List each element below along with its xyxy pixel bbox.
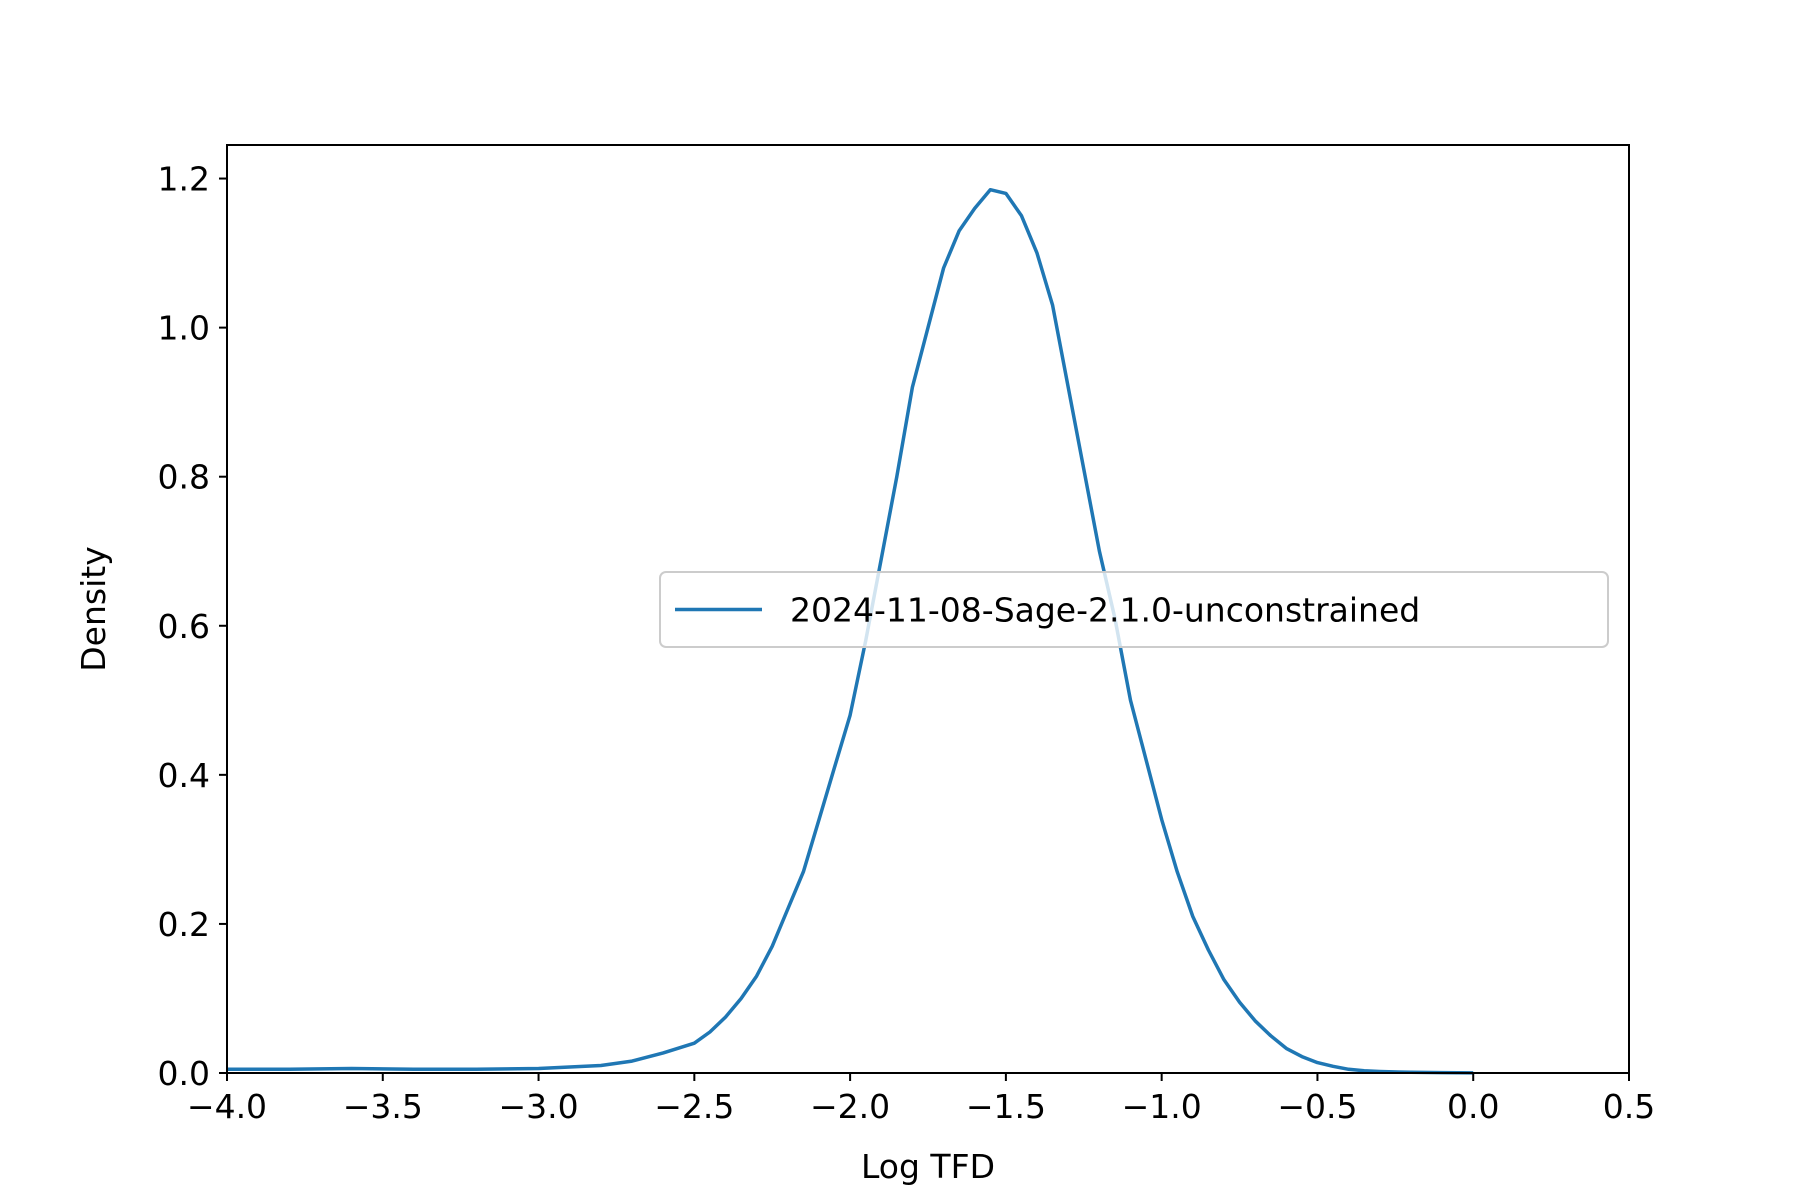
x-axis-ticks: −4.0 −3.5 −3.0 −2.5 −2.0 −1.5 −1.0 −0.5 0.0 0.5	[187, 1073, 1655, 1126]
y-tick-label: 0.4	[158, 756, 210, 795]
x-tick-label: −0.5	[1277, 1087, 1357, 1126]
x-tick-label: −2.0	[810, 1087, 890, 1126]
x-tick-label: −1.0	[1122, 1087, 1202, 1126]
legend-box	[659, 571, 1609, 648]
series-line-0	[227, 187, 1474, 1075]
x-tick-label: −1.5	[966, 1087, 1046, 1126]
y-tick-label: 1.2	[158, 160, 210, 199]
x-tick-label: −3.5	[343, 1087, 423, 1126]
y-tick-label: 0.0	[158, 1054, 210, 1093]
y-tick-label: 0.2	[158, 905, 210, 944]
x-tick-label: −4.0	[187, 1087, 267, 1126]
y-tick-label: 0.6	[158, 607, 210, 646]
legend: 2024-11-08-Sage-2.1.0-unconstrained	[659, 571, 1609, 648]
x-axis-title: Log TFD	[861, 1147, 995, 1186]
y-tick-label: 1.0	[158, 309, 210, 348]
x-tick-label: 0.5	[1603, 1087, 1655, 1126]
legend-label: 2024-11-08-Sage-2.1.0-unconstrained	[790, 591, 1420, 630]
axes-frame	[226, 144, 1630, 1074]
x-tick-label: 0.0	[1447, 1087, 1499, 1126]
series-layer	[227, 187, 1474, 1075]
x-tick-label: −2.5	[654, 1087, 734, 1126]
y-axis-ticks: 0.0 0.2 0.4 0.6 0.8 1.0 1.2	[158, 160, 227, 1093]
y-tick-label: 0.8	[158, 458, 210, 497]
x-tick-label: −3.0	[498, 1087, 578, 1126]
y-axis-title: Density	[74, 546, 113, 671]
